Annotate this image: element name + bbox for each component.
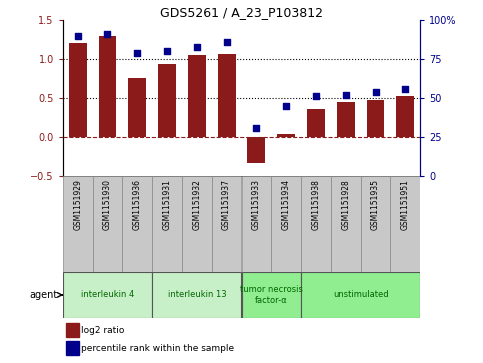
- Text: GSM1151938: GSM1151938: [312, 179, 320, 230]
- Point: [193, 44, 201, 49]
- Bar: [331, 176, 361, 272]
- Bar: [218, 53, 236, 137]
- Text: interleukin 13: interleukin 13: [168, 290, 226, 299]
- Point: [104, 31, 112, 37]
- Bar: [361, 176, 390, 272]
- Bar: [212, 176, 242, 272]
- Text: GSM1151933: GSM1151933: [252, 179, 261, 230]
- Bar: [247, 137, 265, 163]
- Text: GSM1151936: GSM1151936: [133, 179, 142, 230]
- Bar: [158, 65, 176, 137]
- Point: [401, 86, 409, 91]
- Point: [253, 125, 260, 131]
- Bar: [122, 176, 152, 272]
- Text: GSM1151929: GSM1151929: [73, 179, 82, 230]
- Bar: [367, 100, 384, 137]
- Text: tumor necrosis
factor-α: tumor necrosis factor-α: [240, 285, 303, 305]
- Bar: [128, 78, 146, 137]
- Point: [163, 48, 171, 54]
- Text: GSM1151937: GSM1151937: [222, 179, 231, 230]
- Bar: [152, 176, 182, 272]
- Bar: [69, 43, 86, 137]
- Bar: [66, 341, 79, 355]
- Bar: [242, 272, 301, 318]
- Point: [372, 89, 380, 95]
- Text: GSM1151932: GSM1151932: [192, 179, 201, 230]
- Title: GDS5261 / A_23_P103812: GDS5261 / A_23_P103812: [160, 6, 323, 19]
- Text: GSM1151935: GSM1151935: [371, 179, 380, 230]
- Text: GSM1151934: GSM1151934: [282, 179, 291, 230]
- Bar: [271, 176, 301, 272]
- Bar: [277, 134, 295, 137]
- Text: unstimulated: unstimulated: [333, 290, 388, 299]
- Point: [133, 50, 141, 56]
- Point: [223, 39, 230, 45]
- Point: [74, 33, 82, 38]
- Bar: [63, 272, 152, 318]
- Text: GSM1151930: GSM1151930: [103, 179, 112, 230]
- Text: log2 ratio: log2 ratio: [81, 326, 125, 335]
- Bar: [390, 176, 420, 272]
- Bar: [307, 109, 325, 137]
- Bar: [152, 272, 242, 318]
- Point: [282, 103, 290, 109]
- Bar: [93, 176, 122, 272]
- Bar: [301, 176, 331, 272]
- Text: percentile rank within the sample: percentile rank within the sample: [81, 344, 235, 353]
- Bar: [63, 176, 93, 272]
- Text: interleukin 4: interleukin 4: [81, 290, 134, 299]
- Text: agent: agent: [30, 290, 58, 300]
- Bar: [182, 176, 212, 272]
- Bar: [99, 36, 116, 137]
- Bar: [397, 97, 414, 137]
- Bar: [188, 55, 206, 137]
- Bar: [242, 176, 271, 272]
- Text: GSM1151928: GSM1151928: [341, 179, 350, 230]
- Bar: [301, 272, 420, 318]
- Bar: [66, 323, 79, 338]
- Point: [312, 94, 320, 99]
- Text: GSM1151931: GSM1151931: [163, 179, 171, 230]
- Bar: [337, 102, 355, 137]
- Text: GSM1151951: GSM1151951: [401, 179, 410, 230]
- Point: [342, 92, 350, 98]
